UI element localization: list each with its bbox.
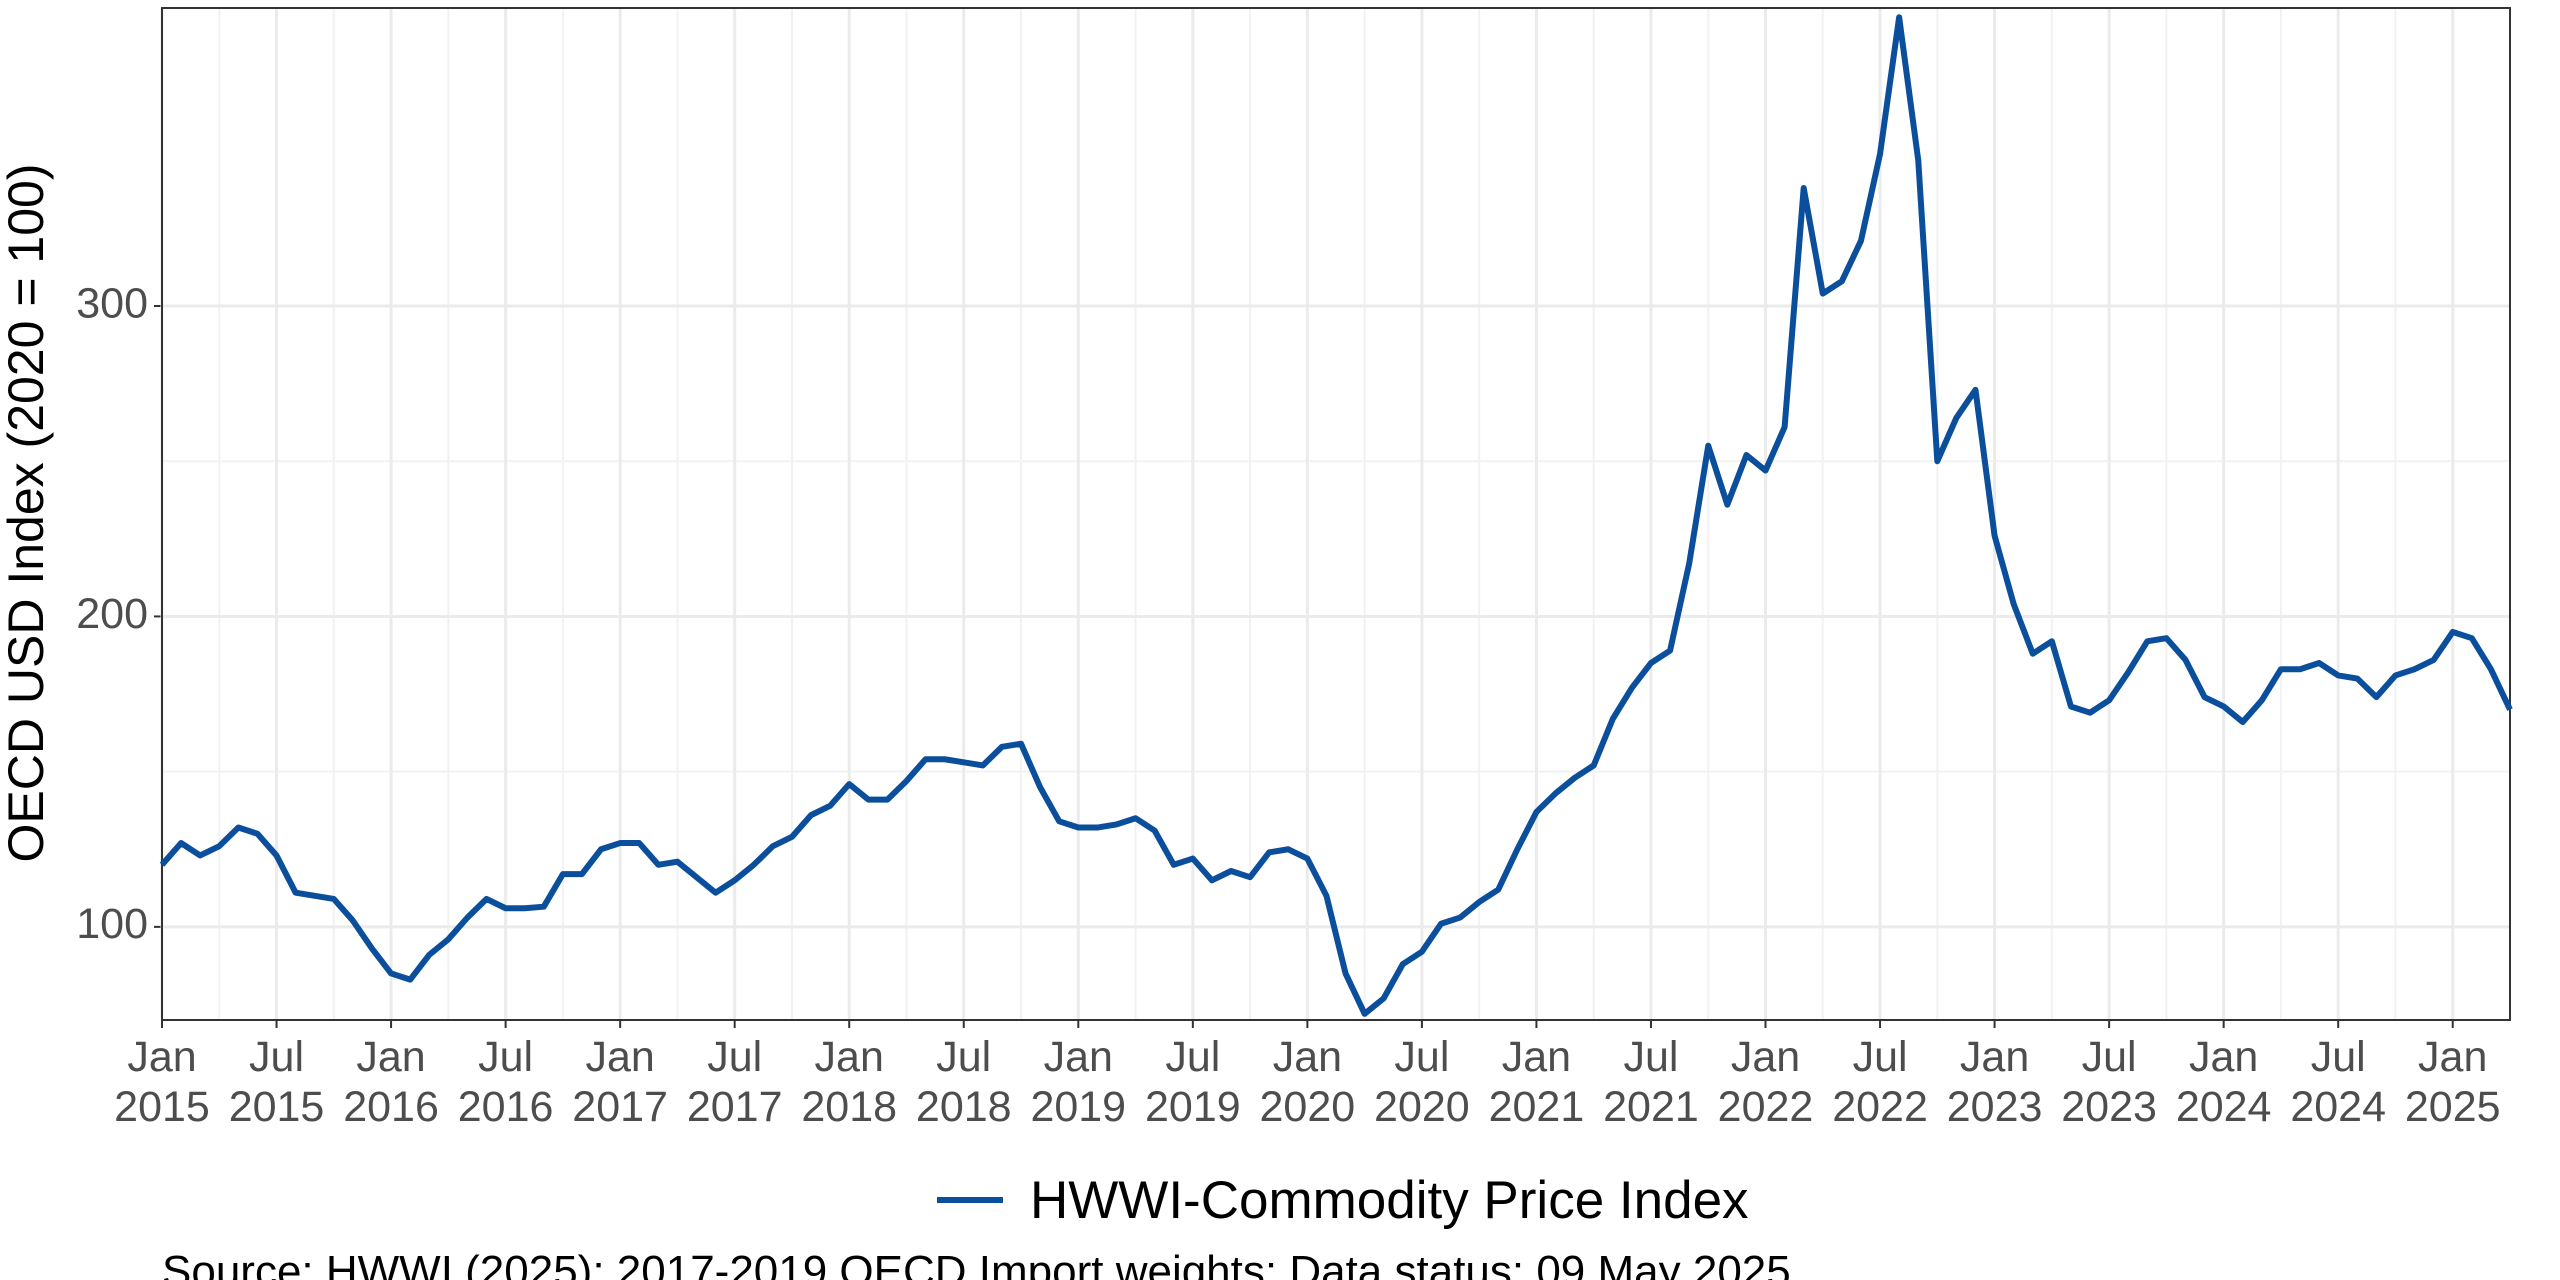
x-tick-label: Jan 2022	[1717, 1033, 1814, 1131]
x-tick-label: Jan 2020	[1259, 1033, 1356, 1131]
x-tick-label: Jul 2015	[228, 1033, 325, 1131]
x-tick-label: Jul 2018	[915, 1033, 1012, 1131]
y-tick-label: 200	[76, 590, 148, 638]
x-tick-label: Jan 2019	[1030, 1033, 1127, 1131]
x-tick-label: Jul 2016	[457, 1033, 554, 1131]
x-tick-label: Jul 2020	[1374, 1033, 1470, 1131]
plot-border	[161, 7, 2511, 1021]
source-note: Source: HWWI (2025); 2017-2019 OECD Impo…	[162, 1247, 1791, 1280]
x-tick-label: Jan 2025	[2404, 1033, 2501, 1131]
x-tick-label: Jan 2024	[2175, 1033, 2272, 1131]
x-tick-label: Jul 2017	[686, 1033, 783, 1131]
data-line	[159, 14, 2513, 1017]
x-tick-label: Jul 2023	[2061, 1033, 2157, 1131]
x-tick-label: Jul 2022	[1832, 1033, 1928, 1131]
x-tick-label: Jan 2017	[572, 1033, 668, 1131]
y-axis-label: OECD USD Index (2020 = 100)	[0, 164, 54, 863]
x-tick-label: Jul 2019	[1144, 1033, 1241, 1131]
y-tick-label: 300	[76, 279, 148, 327]
x-tick-label: Jan 2018	[801, 1033, 898, 1131]
x-tick-label: Jul 2024	[2290, 1033, 2387, 1131]
x-tick-label: Jan 2023	[1946, 1033, 2043, 1131]
legend-label: HWWI-Commodity Price Index	[1030, 1171, 1749, 1230]
y-tick-label: 100	[76, 900, 148, 948]
x-tick-label: Jan 2021	[1488, 1033, 1585, 1131]
x-tick-label: Jan 2016	[343, 1033, 439, 1131]
x-tick-label: Jan 2015	[114, 1033, 210, 1131]
x-tick-label: Jul 2021	[1603, 1033, 1699, 1131]
